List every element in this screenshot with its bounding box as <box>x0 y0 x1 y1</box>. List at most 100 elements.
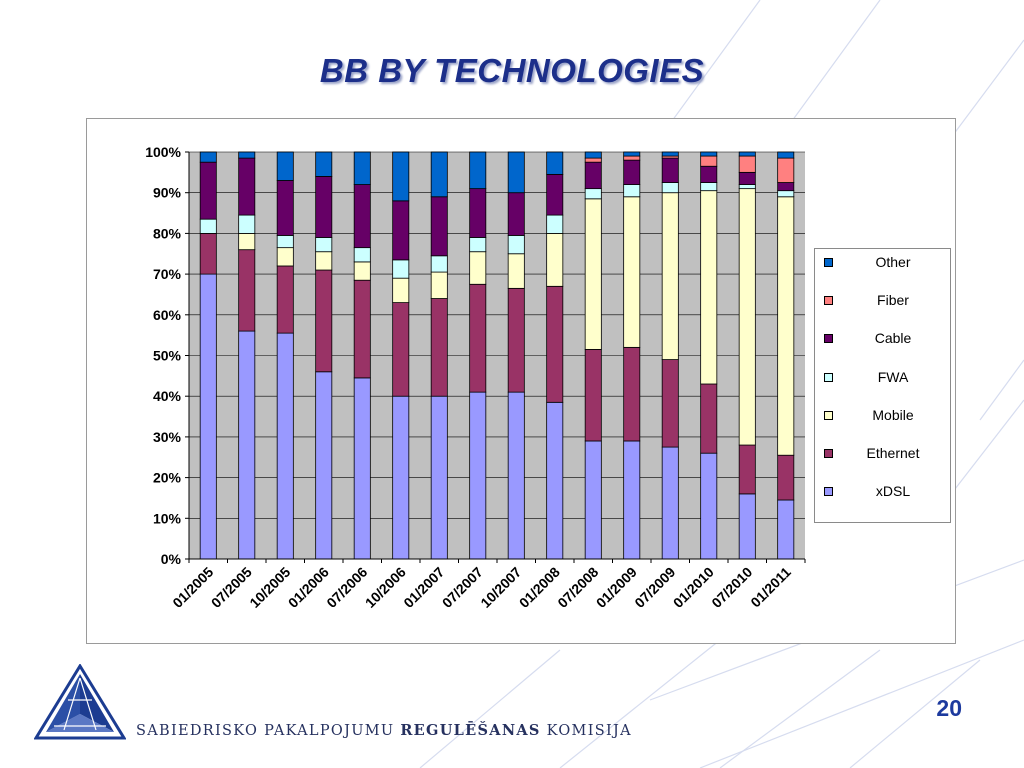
bar-segment-fwa <box>238 214 256 234</box>
bar-segment-mobile <box>392 277 410 303</box>
y-tick-label: 70% <box>153 266 182 282</box>
bar-segment-mobile <box>584 198 602 350</box>
bar-segment-xdsl <box>238 330 256 560</box>
bar-segment-mobile <box>276 247 294 267</box>
legend-label: Fiber <box>877 292 909 309</box>
logo-icon <box>34 664 126 740</box>
x-tick-label: 01/2010 <box>670 564 717 611</box>
x-tick-label: 01/2008 <box>516 564 563 611</box>
bar-segment-mobile <box>700 190 718 385</box>
y-tick-label: 0% <box>161 551 182 567</box>
bar-segment-other <box>469 151 487 190</box>
legend-item-ethernet: Ethernet <box>815 444 952 464</box>
chart-frame: 0% 10% 20% 30% 40% 50% 60% 70% 80% 90% 100% 01/2005… <box>86 118 956 644</box>
x-tick-label: 07/2005 <box>208 564 255 611</box>
bar-segment-cable <box>392 200 410 261</box>
legend-label: FWA <box>877 368 909 385</box>
bar-segment-ethernet <box>623 346 641 442</box>
bar-segment-fwa <box>315 237 333 253</box>
y-tick-label: 50% <box>153 348 182 364</box>
bar-segment-mobile <box>238 233 256 251</box>
bar-segment-fwa <box>661 182 679 194</box>
bar-segment-ethernet <box>507 287 525 393</box>
y-tick-label: 30% <box>153 429 182 445</box>
bar-segment-other <box>430 151 448 198</box>
bar-segment-mobile <box>738 188 756 446</box>
bar-segment-other <box>315 151 333 177</box>
y-tick-label: 100% <box>145 144 181 160</box>
bar-segment-fwa <box>623 184 641 198</box>
bar-segment-cable <box>777 182 795 192</box>
bar-segment-xdsl <box>276 332 294 560</box>
x-tick-label: 01/2005 <box>169 564 216 611</box>
bar-segment-ethernet <box>661 359 679 448</box>
bar-segment-other <box>507 151 525 194</box>
bar-segment-xdsl <box>738 493 756 560</box>
bar-segment-mobile <box>777 196 795 456</box>
chart-legend: Other Fiber Cable FWA Mobile Ethernet xDSL <box>814 248 951 523</box>
x-tick-label: 01/2006 <box>285 564 332 611</box>
footer-strong: REGULĒŠANAS <box>400 722 541 739</box>
stacked-bar-chart: 0% 10% 20% 30% 40% 50% 60% 70% 80% 90% 100% 01/2005… <box>145 144 806 611</box>
bar-segment-mobile <box>469 251 487 285</box>
bar-segment-xdsl <box>507 391 525 560</box>
bar-segment-fwa <box>738 184 756 190</box>
bar-segment-ethernet <box>392 302 410 397</box>
legend-item-mobile: Mobile <box>815 406 952 426</box>
legend-item-fwa: FWA <box>815 368 952 388</box>
legend-swatch <box>824 258 833 267</box>
bar-segment-ethernet <box>353 279 371 379</box>
bar-segment-xdsl <box>700 452 718 560</box>
bar-segment-other <box>584 151 602 159</box>
bar-segment-xdsl <box>661 446 679 560</box>
bar-segment-other <box>738 151 756 157</box>
bar-segment-ethernet <box>276 265 294 334</box>
bar-segment-ethernet <box>469 283 487 393</box>
bar-segment-other <box>546 151 564 175</box>
bar-segment-ethernet <box>777 454 795 501</box>
bar-segment-fiber <box>700 155 718 167</box>
legend-swatch <box>824 487 833 497</box>
bar-segment-other <box>661 151 679 157</box>
bar-segment-other <box>353 151 371 185</box>
footer-suffix: KOMISIJA <box>546 723 632 739</box>
bar-segment-other <box>392 151 410 202</box>
bar-segment-cable <box>623 159 641 185</box>
legend-label: Cable <box>874 330 912 347</box>
bar-segment-xdsl <box>584 440 602 560</box>
y-tick-label: 10% <box>153 510 182 526</box>
bar-segment-other <box>700 151 718 157</box>
y-tick-label: 20% <box>153 470 182 486</box>
bar-segment-ethernet <box>430 298 448 397</box>
bar-segment-xdsl <box>546 401 564 560</box>
page-number: 20 <box>936 695 962 721</box>
bar-segment-cable <box>315 176 333 238</box>
x-tick-label: 01/2007 <box>400 564 447 611</box>
y-tick-label: 90% <box>153 185 182 201</box>
bar-segment-cable <box>430 196 448 257</box>
bar-segment-ethernet <box>238 249 256 332</box>
legend-item-cable: Cable <box>815 329 952 349</box>
x-tick-label: 07/2007 <box>439 564 486 611</box>
legend-item-fiber: Fiber <box>815 291 952 311</box>
bar-segment-cable <box>507 192 525 236</box>
bar-segment-cable <box>661 157 679 183</box>
x-tick-label: 07/2010 <box>708 564 755 611</box>
bar-segment-other <box>199 151 217 163</box>
bar-segment-other <box>777 151 795 159</box>
bar-segment-cable <box>738 171 756 185</box>
bar-segment-cable <box>546 173 564 216</box>
bar-segment-xdsl <box>623 440 641 560</box>
legend-label: Ethernet <box>866 445 920 461</box>
bar-segment-fwa <box>507 235 525 255</box>
legend-item-xdsl: xDSL <box>815 482 952 502</box>
bar-segment-ethernet <box>315 269 333 373</box>
bar-segment-fiber <box>777 157 795 183</box>
bar-segment-xdsl <box>777 499 795 560</box>
bar-segment-mobile <box>546 233 564 287</box>
bar-segment-mobile <box>623 196 641 348</box>
x-tick-label: 01/2011 <box>747 564 794 611</box>
legend-swatch <box>824 334 833 344</box>
bar-segment-mobile <box>507 253 525 289</box>
bar-segment-ethernet <box>700 383 718 454</box>
